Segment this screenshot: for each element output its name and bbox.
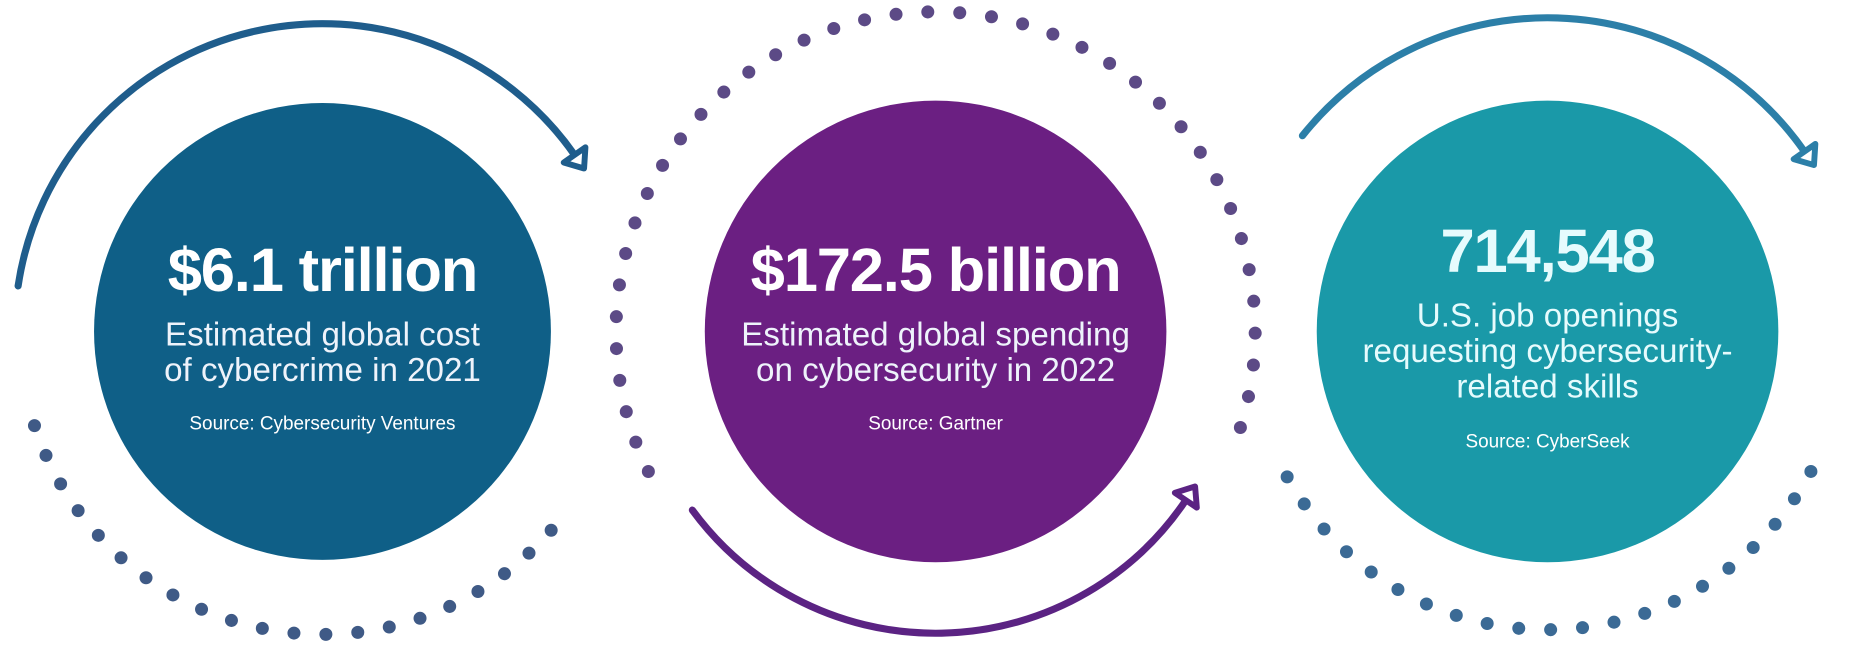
stat-source: Source: Gartner — [868, 414, 1003, 435]
stat-circle — [94, 102, 551, 560]
arrow-head — [1790, 140, 1819, 169]
dotted-arc — [20, 393, 558, 641]
arrow-arc — [688, 496, 1190, 637]
stat-value: $6.1 trillion — [168, 236, 477, 305]
stat-description: Estimated global cost — [165, 317, 480, 354]
stat-source: Source: CyberSeek — [1466, 431, 1631, 452]
stat: $172.5 billion Estimated global spendingo… — [741, 236, 1130, 434]
stat-description: Estimated global spending — [741, 317, 1130, 354]
stat-description: related skills — [1456, 369, 1638, 406]
stat-value: $172.5 billion — [751, 236, 1121, 305]
arrow-head — [1171, 483, 1200, 511]
stat-description: U.S. job openings — [1417, 298, 1679, 335]
stat-circle — [704, 100, 1167, 563]
stat-description: of cybercrime in 2021 — [164, 352, 481, 389]
arrow-arc — [1298, 14, 1809, 156]
stat-circle — [1316, 100, 1779, 563]
stat-description: on cybersecurity in 2022 — [756, 352, 1115, 389]
stat-description: requesting cybersecurity- — [1363, 333, 1733, 370]
stat-source: Source: Cybersecurity Ventures — [189, 414, 455, 435]
arrow-arc — [14, 20, 579, 290]
dotted-arc — [1277, 464, 1818, 637]
stat-value: 714,548 — [1440, 217, 1654, 286]
dotted-arc — [609, 5, 1262, 479]
arrow-head — [560, 144, 589, 172]
